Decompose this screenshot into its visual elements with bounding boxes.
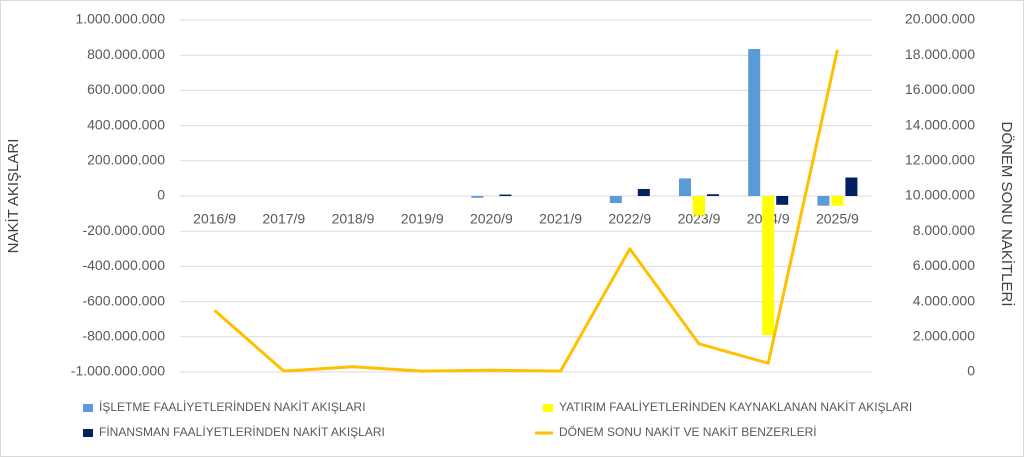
x-tick-label: 2022/9 — [608, 211, 651, 227]
y2-tick-label: 12.000.000 — [905, 152, 975, 168]
x-tick-label: 2019/9 — [401, 211, 444, 227]
legend-swatch — [543, 404, 553, 412]
x-tick-label: 2016/9 — [193, 211, 236, 227]
y-tick-label: -800.000.000 — [82, 328, 165, 344]
y-tick-label: -1.000.000.000 — [71, 363, 165, 379]
y-tick-label: -600.000.000 — [82, 292, 165, 308]
y2-tick-label: 4.000.000 — [913, 292, 975, 308]
bar — [679, 178, 691, 196]
legend-label: DÖNEM SONU NAKİT VE NAKİT BENZERLERİ — [559, 425, 817, 439]
x-tick-label: 2018/9 — [332, 211, 375, 227]
y-tick-label: 200.000.000 — [87, 152, 165, 168]
y-tick-label: 0 — [157, 187, 165, 203]
y-tick-label: -400.000.000 — [82, 257, 165, 273]
y2-tick-label: 2.000.000 — [913, 328, 975, 344]
y2-tick-label: 6.000.000 — [913, 257, 975, 273]
y2-tick-label: 18.000.000 — [905, 46, 975, 62]
y-tick-label: 400.000.000 — [87, 116, 165, 132]
legend-label: FİNANSMAN FAALİYETLERİNDEN NAKİT AKIŞLAR… — [99, 425, 385, 439]
bar — [693, 196, 705, 216]
legend-swatch — [83, 429, 93, 437]
bar — [707, 194, 719, 196]
y2-tick-label: 20.000.000 — [905, 11, 975, 27]
x-tick-label: 2017/9 — [262, 211, 305, 227]
y2-tick-label: 16.000.000 — [905, 81, 975, 97]
x-tick-label: 2025/9 — [816, 211, 859, 227]
bar — [845, 177, 858, 196]
y2-tick-label: 8.000.000 — [913, 222, 975, 238]
y-axis-label: NAKİT AKIŞLARI — [4, 139, 22, 254]
bar — [637, 188, 650, 196]
y-tick-label: 600.000.000 — [87, 81, 165, 97]
x-tick-label: 2023/9 — [678, 211, 721, 227]
legend-label: YATIRIM FAALİYETLERİNDEN KAYNAKLANAN NAK… — [559, 400, 912, 414]
y-tick-label: -200.000.000 — [82, 222, 165, 238]
y2-tick-label: 14.000.000 — [905, 116, 975, 132]
bar — [471, 196, 484, 198]
bar — [762, 196, 775, 336]
x-tick-label: 2020/9 — [470, 211, 513, 227]
y2-axis-label: DÖNEM SONU NAKİTLERİ — [998, 121, 1016, 306]
line — [213, 49, 839, 373]
y-tick-label: 1.000.000.000 — [75, 11, 165, 27]
legend-swatch — [83, 404, 93, 412]
y2-tick-label: 0 — [967, 363, 975, 379]
y2-tick-label: 10.000.000 — [905, 187, 975, 203]
bar — [831, 196, 844, 206]
bar — [817, 196, 830, 206]
y-tick-label: 800.000.000 — [87, 46, 165, 62]
bar — [748, 49, 761, 196]
x-tick-label: 2021/9 — [539, 211, 582, 227]
legend-label: İŞLETME FAALİYETLERİNDEN NAKİT AKIŞLARI — [99, 400, 366, 414]
bar — [499, 194, 512, 196]
bar — [776, 196, 789, 205]
bar — [609, 196, 622, 204]
